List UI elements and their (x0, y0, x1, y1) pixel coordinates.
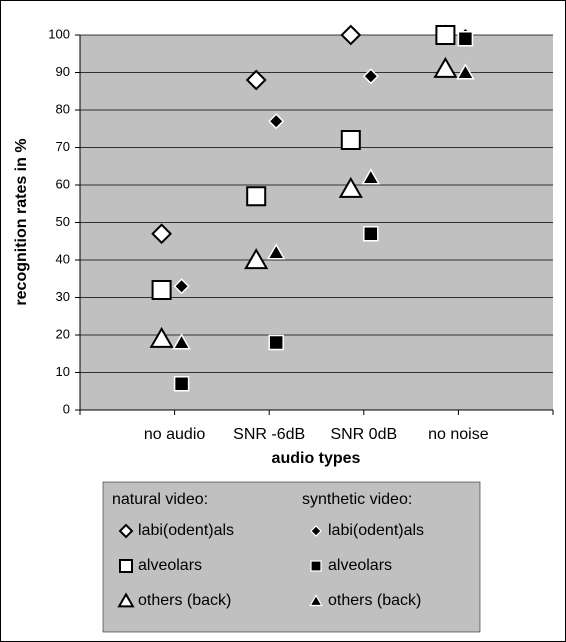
legend-marker (309, 594, 323, 607)
point (244, 248, 269, 270)
point (457, 31, 474, 47)
point (435, 25, 456, 45)
point (173, 278, 190, 295)
x-tick-label: SNR -6dB (233, 426, 305, 443)
point (361, 168, 381, 185)
legend-label: labi(odent)als (328, 522, 424, 539)
point (245, 69, 267, 91)
point (151, 223, 173, 245)
point (362, 68, 379, 85)
point (172, 333, 191, 350)
point (338, 176, 363, 198)
y-tick-label: 100 (48, 26, 70, 41)
legend-label: alveolars (138, 557, 202, 574)
x-tick-label: no noise (428, 426, 489, 443)
y-axis-title: recognition rates in % (13, 138, 30, 305)
legend (102, 481, 481, 633)
point (268, 113, 285, 130)
y-tick-label: 80 (56, 101, 70, 116)
legend-label: labi(odent)als (138, 522, 234, 539)
point (268, 334, 284, 351)
x-tick-label: no audio (144, 426, 205, 443)
y-tick-label: 40 (56, 251, 70, 266)
legend-label: alveolars (328, 557, 392, 574)
point (151, 280, 172, 300)
point (340, 24, 362, 46)
y-tick-label: 50 (56, 214, 70, 229)
y-tick-label: 0 (63, 401, 70, 416)
legend-group-title: natural video: (112, 491, 208, 508)
legend-group-title: synthetic video: (302, 491, 412, 508)
y-tick-label: 20 (56, 326, 70, 341)
legend-label: others (back) (328, 592, 421, 609)
legend-marker (310, 525, 322, 537)
legend-marker (118, 523, 134, 539)
y-tick-label: 30 (56, 289, 70, 304)
y-tick-label: 70 (56, 139, 70, 154)
legend-label: others (back) (138, 592, 231, 609)
y-tick-label: 90 (56, 64, 70, 79)
x-tick-label: SNR 0dB (330, 426, 397, 443)
point (456, 63, 475, 80)
point (433, 56, 458, 78)
x-axis-title: audio types (272, 450, 361, 467)
point (149, 326, 174, 348)
point (246, 186, 267, 207)
legend-marker (117, 592, 135, 608)
point (363, 226, 379, 242)
y-tick-label: 10 (56, 364, 70, 379)
point (266, 243, 286, 260)
y-tick-label: 60 (56, 176, 70, 191)
point (340, 130, 361, 150)
legend-marker (310, 560, 322, 572)
legend-marker (119, 559, 133, 573)
point (173, 376, 190, 392)
